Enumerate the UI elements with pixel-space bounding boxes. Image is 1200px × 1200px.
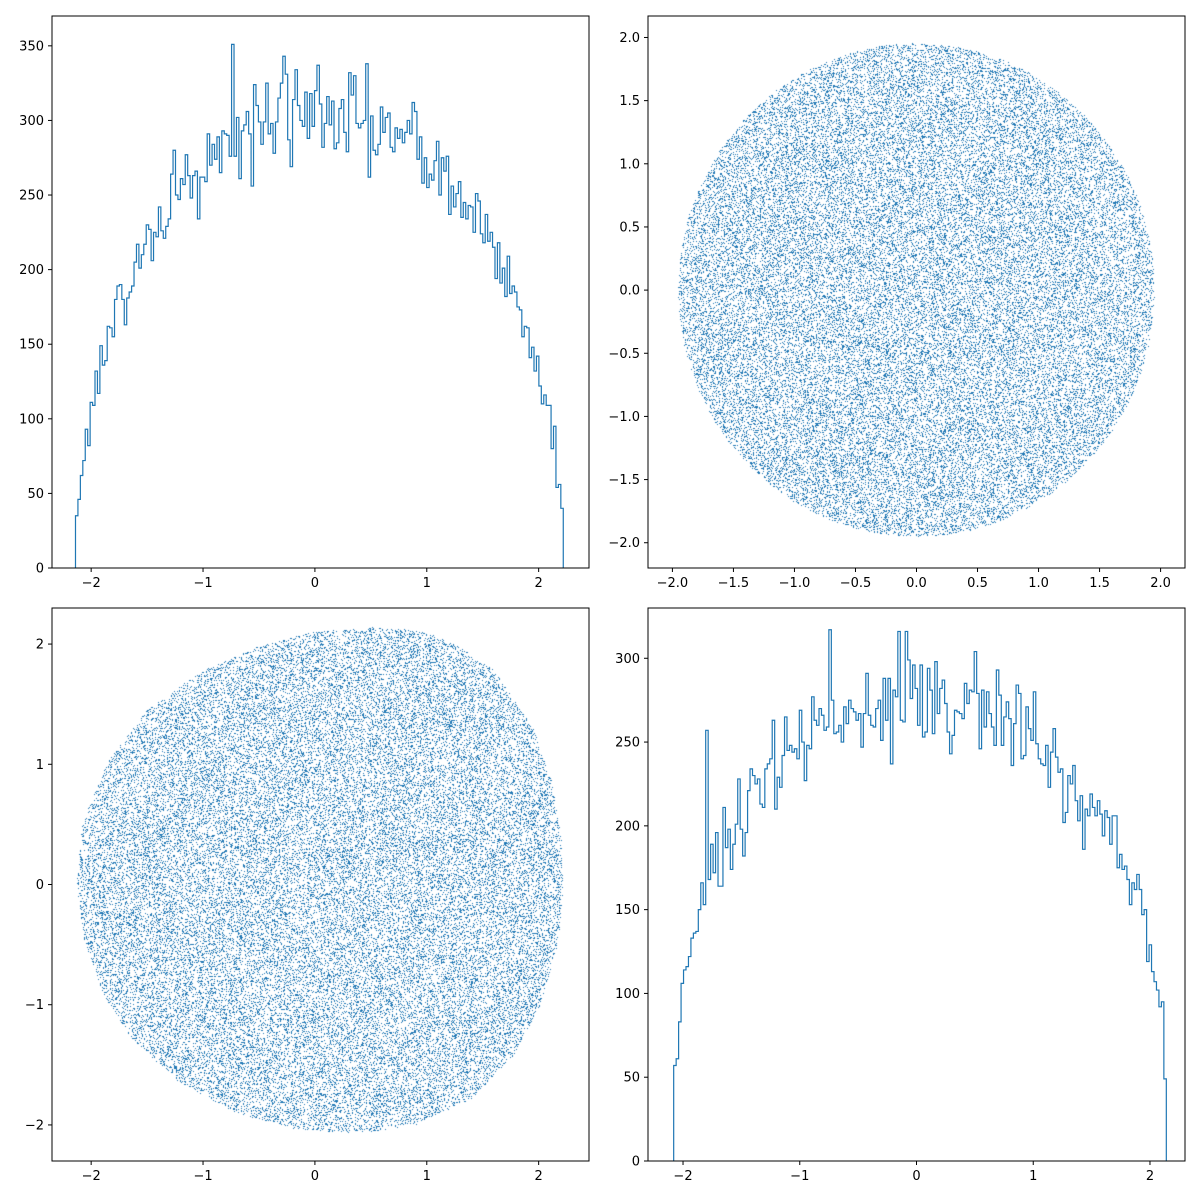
y-tick-label: 200 bbox=[19, 263, 44, 278]
y-tick-label: 100 bbox=[615, 987, 640, 1002]
y-tick-label: 100 bbox=[19, 412, 44, 427]
x-tick-label: 2.0 bbox=[1150, 576, 1171, 591]
x-tick-label: 0 bbox=[311, 576, 319, 591]
y-tick-label: 2.0 bbox=[619, 31, 640, 46]
x-tick-label: 0 bbox=[912, 1169, 920, 1184]
x-tick-label: 0.5 bbox=[967, 576, 988, 591]
x-tick-label: −2.0 bbox=[657, 576, 689, 591]
x-tick-label: −0.5 bbox=[840, 576, 872, 591]
x-tick-label: 0.0 bbox=[906, 576, 927, 591]
x-tick-label: 1 bbox=[423, 576, 431, 591]
x-tick-label: 2 bbox=[535, 1169, 543, 1184]
axes-4: −2 −1 0 1 2 0 50 100 150 200 250 300 bbox=[615, 607, 1186, 1184]
y-tick-label: −1 bbox=[25, 998, 44, 1013]
y-tick-label: 1.0 bbox=[619, 157, 640, 172]
x-tick-label: 2 bbox=[535, 576, 543, 591]
y-tick-label: 0 bbox=[36, 878, 44, 893]
x-tick-label: −1 bbox=[790, 1169, 809, 1184]
y-tick-label: 1.5 bbox=[619, 94, 640, 109]
histogram-step-line bbox=[673, 629, 1167, 1161]
x-tick-label: −2 bbox=[673, 1169, 692, 1184]
y-tick-label: 150 bbox=[19, 338, 44, 353]
y-tick-label: 0 bbox=[632, 1155, 640, 1170]
x-tick-label: −1.0 bbox=[779, 576, 811, 591]
x-tick-label: 2 bbox=[1146, 1169, 1154, 1184]
y-tick-label: 250 bbox=[615, 736, 640, 751]
y-tick-label: 50 bbox=[27, 487, 44, 502]
y-tick-label: 350 bbox=[19, 39, 44, 54]
x-tick-label: −1 bbox=[193, 1169, 212, 1184]
axes-frame bbox=[647, 607, 1186, 1162]
y-tick-label: 50 bbox=[623, 1071, 640, 1086]
y-tick-label: −2.0 bbox=[608, 536, 640, 551]
y-tick-label: 200 bbox=[615, 819, 640, 834]
x-tick-label: −1 bbox=[193, 576, 212, 591]
scatter-points bbox=[648, 16, 1185, 568]
y-tick-label: 0.5 bbox=[619, 220, 640, 235]
y-tick-label: 0 bbox=[36, 562, 44, 577]
axes-1: −2 −1 0 1 2 0 50 100 150 200 250 300 350 bbox=[19, 15, 590, 591]
y-tick-label: −2 bbox=[25, 1118, 44, 1133]
x-tick-label: 0 bbox=[311, 1169, 319, 1184]
x-tick-label: 1 bbox=[1029, 1169, 1037, 1184]
y-tick-label: 300 bbox=[19, 114, 44, 129]
y-tick-label: 1 bbox=[36, 758, 44, 773]
x-tick-label: −1.5 bbox=[718, 576, 750, 591]
y-tick-label: −1.0 bbox=[608, 410, 640, 425]
y-tick-label: −1.5 bbox=[608, 473, 640, 488]
x-tick-label: 1 bbox=[423, 1169, 431, 1184]
y-tick-label: 150 bbox=[615, 903, 640, 918]
y-tick-label: 0.0 bbox=[619, 284, 640, 299]
x-tick-label: 1.0 bbox=[1028, 576, 1049, 591]
axes-frame bbox=[647, 15, 1186, 569]
axes-2: −2.0 −1.5 −1.0 −0.5 0.0 0.5 1.0 1.5 2.0 −2.0 −1.5 −… bbox=[608, 15, 1186, 591]
histogram-step-line bbox=[74, 43, 564, 568]
x-tick-label: −2 bbox=[82, 576, 101, 591]
y-tick-label: −0.5 bbox=[608, 347, 640, 362]
y-tick-label: 300 bbox=[615, 652, 640, 667]
axes-frame bbox=[51, 15, 590, 569]
scatter-points bbox=[52, 608, 589, 1161]
x-tick-label: 1.5 bbox=[1089, 576, 1110, 591]
axes-frame bbox=[51, 607, 590, 1162]
y-tick-label: 250 bbox=[19, 189, 44, 204]
axes-3: −2 −1 0 1 2 −2 −1 0 1 2 bbox=[25, 607, 590, 1184]
y-tick-label: 2 bbox=[36, 638, 44, 653]
x-tick-label: −2 bbox=[82, 1169, 101, 1184]
